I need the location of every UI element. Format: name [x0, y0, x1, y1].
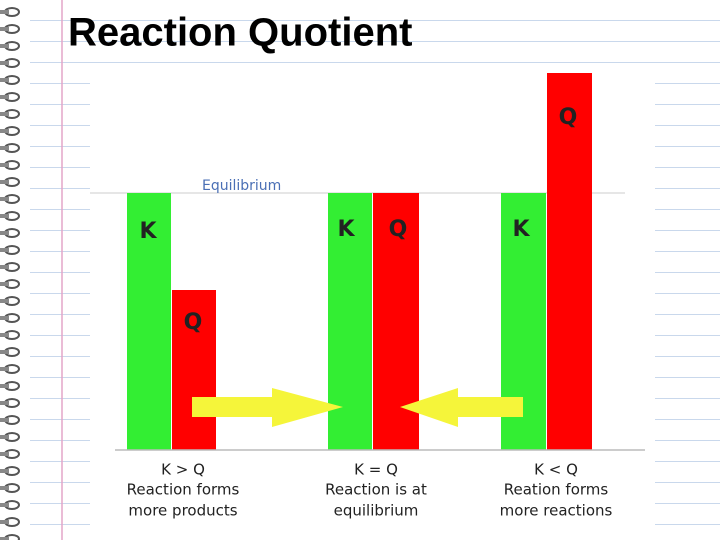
- caption: equilibrium: [334, 502, 419, 520]
- k-bar: [127, 193, 171, 450]
- caption: more products: [128, 502, 237, 520]
- bar-label: K: [337, 217, 355, 242]
- spiral-binding: [0, 0, 30, 540]
- caption: K = Q: [354, 461, 398, 479]
- caption: more reactions: [500, 502, 613, 520]
- caption: K < Q: [534, 461, 578, 479]
- caption: Reaction is at: [325, 481, 427, 499]
- arrow-right: [192, 388, 343, 427]
- bar-label: Q: [389, 217, 408, 242]
- bar-label: K: [512, 217, 530, 242]
- diagram: Equilibrium K Q K Q K Q K > Q Reaction f…: [90, 68, 655, 528]
- q-bar: [547, 73, 592, 450]
- bar-label: K: [139, 219, 157, 244]
- equilibrium-label: Equilibrium: [202, 178, 281, 194]
- caption: Reation forms: [504, 481, 609, 499]
- caption: K > Q: [161, 461, 205, 479]
- arrow-left: [400, 388, 523, 427]
- bar-label: Q: [184, 310, 203, 335]
- title: Reaction Quotient: [68, 11, 412, 55]
- caption: Reaction forms: [127, 481, 240, 499]
- q-bar: [172, 290, 216, 450]
- bar-label: Q: [559, 105, 578, 130]
